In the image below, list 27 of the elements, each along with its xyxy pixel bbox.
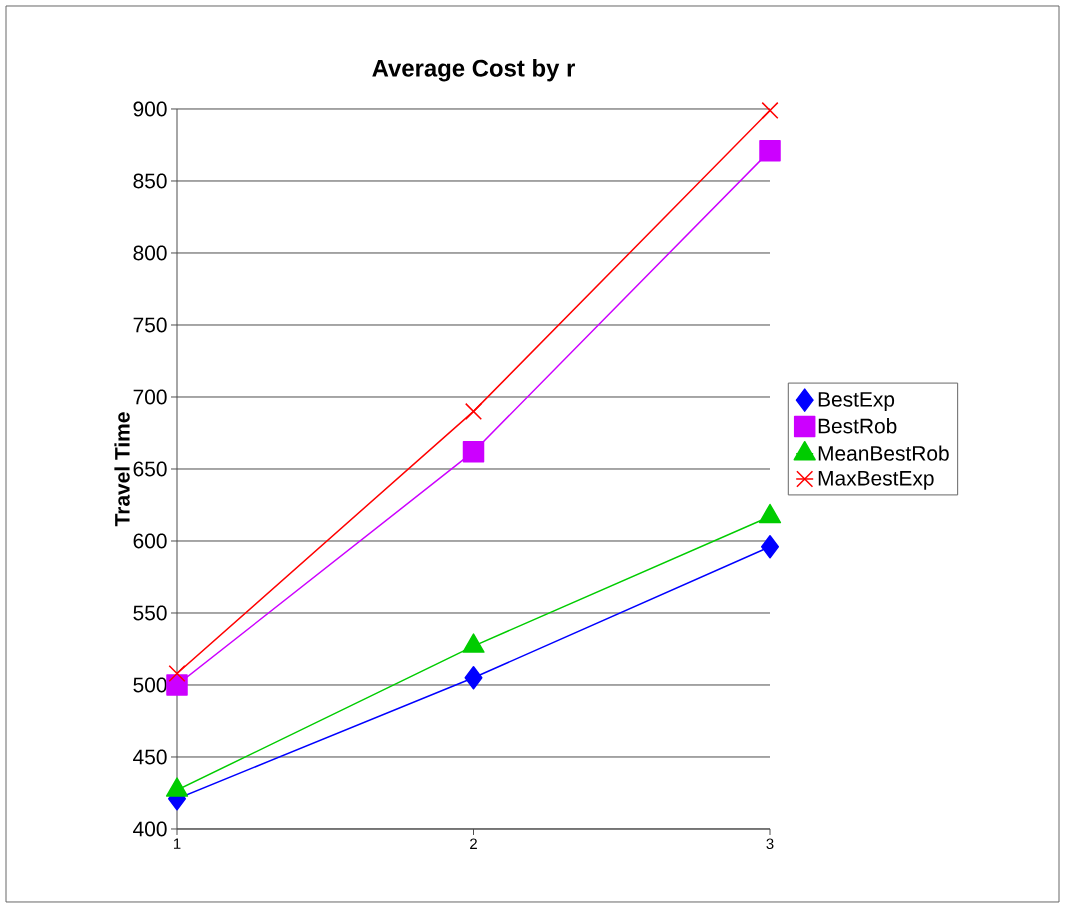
legend-label: MaxBestExp — [818, 471, 934, 490]
y-tick-label: 900 — [133, 101, 167, 117]
y-tick-label: 400 — [133, 821, 167, 837]
y-tick-label: 550 — [133, 605, 167, 621]
x-tick-label: 3 — [766, 838, 774, 850]
legend-label: MeanBestRob — [818, 445, 949, 461]
y-tick-label: 800 — [133, 245, 167, 261]
x-tick-label: 1 — [173, 838, 181, 849]
point — [168, 664, 186, 682]
point — [464, 402, 483, 420]
legend-label: BestRob — [818, 418, 897, 434]
point — [166, 674, 188, 696]
point — [759, 140, 781, 162]
y-tick-label: 750 — [133, 317, 167, 333]
y-axis-title: Travel Time — [114, 412, 130, 527]
y-tick-label: 700 — [133, 389, 167, 405]
point — [761, 534, 780, 559]
legend-label: BestExp — [818, 392, 895, 411]
y-tick-label: 850 — [133, 173, 167, 189]
point — [761, 101, 779, 119]
chart-title: Average Cost by r — [372, 59, 575, 82]
y-tick-label: 450 — [133, 749, 167, 765]
x-tick-label: 2 — [470, 838, 477, 849]
point — [462, 440, 485, 463]
point — [464, 666, 483, 690]
y-tick-label: 650 — [133, 461, 167, 477]
y-tick-label: 600 — [133, 533, 167, 549]
